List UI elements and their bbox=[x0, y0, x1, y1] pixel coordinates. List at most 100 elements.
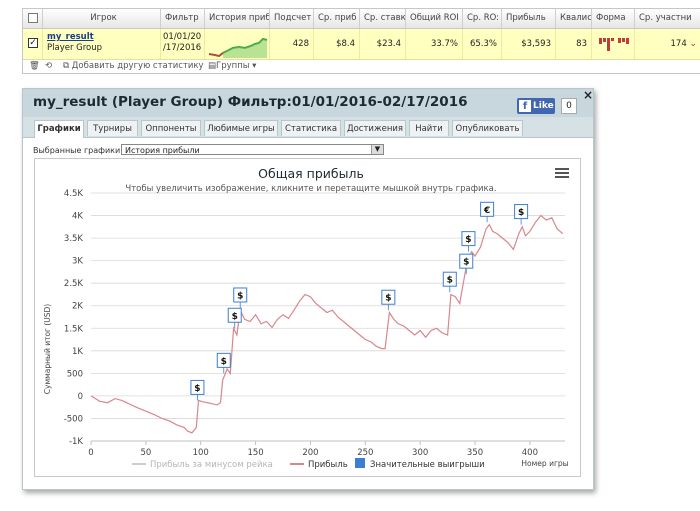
legend-item-profit[interactable]: Прибыль bbox=[290, 460, 348, 470]
y-tick-label: -500 bbox=[64, 414, 83, 424]
profit-value: $3,593 bbox=[502, 29, 556, 59]
refresh-icon[interactable]: ⟲ bbox=[45, 61, 53, 71]
svg-text:Прибыль: Прибыль bbox=[308, 460, 348, 470]
profit-chart[interactable]: -1K -500 0 500 1K 1.5K 2K 2.5K 3K 3.5K 4K 4.5K 0 50 1… bbox=[35, 159, 580, 476]
form-bars bbox=[599, 38, 629, 51]
chevron-down-icon[interactable]: ▼ bbox=[371, 145, 383, 154]
x-tick-label: 400 bbox=[522, 448, 538, 458]
x-tick-label: 100 bbox=[193, 448, 209, 458]
total-roi-value: 33.7% bbox=[406, 29, 463, 59]
avg-entrants-number: 174 bbox=[670, 39, 687, 49]
legend-item-big-wins[interactable]: Значительные выигрыши bbox=[355, 458, 485, 470]
svg-text:$: $ bbox=[447, 276, 453, 286]
facebook-like-button[interactable]: f Like bbox=[517, 98, 555, 114]
svg-text:Значительные выигрыши: Значительные выигрыши bbox=[370, 460, 485, 470]
big-win-marker[interactable]: $ bbox=[227, 307, 242, 329]
chart-select[interactable]: История прибыли ▼ bbox=[121, 144, 384, 155]
player-name-link[interactable]: my_result bbox=[47, 32, 94, 42]
facebook-icon: f bbox=[519, 100, 531, 112]
groups-label: Группы bbox=[216, 61, 250, 71]
select-all-checkbox[interactable] bbox=[28, 13, 38, 23]
tab-opponents[interactable]: Оппоненты bbox=[141, 120, 201, 136]
tab-bar: Графики Турниры Оппоненты Любимые игры С… bbox=[23, 117, 593, 138]
svg-text:$: $ bbox=[385, 294, 391, 304]
y-tick-label: 0 bbox=[78, 392, 83, 402]
col-qualifications[interactable]: Квалис bbox=[556, 9, 592, 28]
chart-menu-icon[interactable] bbox=[555, 168, 569, 178]
select-all-header[interactable] bbox=[23, 9, 43, 28]
avg-roi-value: 65.3% bbox=[463, 29, 502, 59]
sparkline-area bbox=[223, 39, 267, 58]
x-tick-label: 250 bbox=[357, 448, 373, 458]
y-tick-label: 2K bbox=[72, 302, 83, 312]
tab-publish[interactable]: Опубликовать bbox=[452, 120, 523, 136]
groups-button[interactable]: ▤Группы ▾ bbox=[208, 61, 257, 71]
big-win-markers: $ $ $ $ $ $ $ $ € $ bbox=[190, 201, 529, 401]
sparkline-loss-line bbox=[208, 52, 224, 57]
big-win-marker[interactable]: $ bbox=[216, 352, 231, 374]
filter-date-end: /17/2016 bbox=[163, 43, 202, 53]
y-tick-label: 4.5K bbox=[64, 189, 84, 199]
svg-text:$: $ bbox=[463, 258, 469, 268]
filter-cell: 01/01/20 /17/2016 bbox=[161, 29, 205, 59]
y-axis-ticks: -1K -500 0 500 1K 1.5K 2K 2.5K 3K 3.5K 4K 4.5K bbox=[64, 189, 84, 447]
big-win-marker[interactable]: $ bbox=[461, 231, 476, 252]
col-profit[interactable]: Прибыль bbox=[502, 9, 556, 28]
window-title: my_result (Player Group) Фильтр:01/01/20… bbox=[33, 94, 468, 110]
col-avg-stake[interactable]: Ср. ставк bbox=[360, 9, 406, 28]
tab-find[interactable]: Найти bbox=[409, 120, 449, 136]
col-total-roi[interactable]: Общий ROI bbox=[406, 9, 463, 28]
col-avg-profit[interactable]: Ср. приб bbox=[314, 9, 360, 28]
chart-subtitle: Чтобы увеличить изображение, кликните и … bbox=[125, 184, 496, 194]
x-tick-label: 150 bbox=[247, 448, 263, 458]
big-win-marker[interactable]: € bbox=[480, 201, 495, 223]
y-tick-label: 1.5K bbox=[64, 324, 84, 334]
tab-charts[interactable]: Графики bbox=[34, 120, 84, 138]
big-win-marker[interactable]: $ bbox=[459, 253, 474, 275]
tab-statistics[interactable]: Статистика bbox=[281, 120, 341, 136]
tab-tournaments[interactable]: Турниры bbox=[87, 120, 138, 136]
player-group: Player Group bbox=[47, 43, 103, 53]
svg-text:$: $ bbox=[237, 291, 243, 301]
big-win-marker[interactable]: $ bbox=[233, 287, 248, 308]
trash-icon[interactable]: 🗑 bbox=[29, 61, 40, 71]
row-checkbox-cell[interactable]: ✓ bbox=[23, 29, 43, 59]
tab-achievements[interactable]: Достижения bbox=[344, 120, 406, 136]
svg-text:$: $ bbox=[465, 235, 471, 245]
player-cell: my_result Player Group bbox=[43, 29, 161, 59]
y-tick-label: 3K bbox=[72, 257, 83, 267]
add-stat-button[interactable]: ⧉ Добавить другую статистику bbox=[63, 61, 204, 71]
col-avg-entrants[interactable]: Ср. участни bbox=[639, 13, 692, 23]
avg-profit-value: $8.4 bbox=[314, 29, 360, 59]
close-icon[interactable]: × bbox=[583, 88, 594, 102]
table-row[interactable]: ✓ my_result Player Group 01/01/20 /17/20… bbox=[23, 29, 700, 60]
big-win-marker[interactable]: $ bbox=[190, 379, 205, 401]
legend-item-net-profit[interactable]: Прибыль за минусом рейка bbox=[132, 460, 273, 470]
col-player[interactable]: Игрок bbox=[43, 9, 161, 28]
stats-toolbar: 🗑 ⟲ ⧉ Добавить другую статистику ▤Группы… bbox=[23, 60, 700, 73]
chart-select-label: Выбранные графики: bbox=[33, 146, 123, 155]
y-tick-label: 4K bbox=[72, 212, 83, 222]
count-value: 428 bbox=[270, 29, 314, 59]
big-win-marker[interactable]: $ bbox=[381, 289, 396, 311]
svg-text:€: € bbox=[483, 206, 490, 216]
row-checkbox[interactable]: ✓ bbox=[28, 38, 38, 48]
col-filter[interactable]: Фильтр bbox=[161, 9, 205, 28]
profit-history-sparkline bbox=[205, 29, 270, 59]
profit-chart-container: -1K -500 0 500 1K 1.5K 2K 2.5K 3K 3.5K 4K 4.5K 0 50 1… bbox=[34, 158, 581, 477]
col-profit-history[interactable]: История прибы bbox=[205, 9, 270, 28]
x-tick-label: 0 bbox=[88, 448, 93, 458]
chart-select-value: История прибыли bbox=[125, 146, 200, 155]
tab-favorite-games[interactable]: Любимые игры bbox=[204, 120, 278, 136]
col-count[interactable]: Подсчет bbox=[270, 9, 314, 28]
chart-legend: Прибыль за минусом рейка Прибыль Значите… bbox=[132, 458, 485, 470]
window-title-bar[interactable]: my_result (Player Group) Фильтр:01/01/20… bbox=[23, 88, 594, 117]
series-line-profit[interactable] bbox=[90, 214, 564, 434]
col-form[interactable]: Форма bbox=[592, 9, 635, 28]
filter-date-start: 01/01/20 bbox=[163, 32, 202, 42]
y-tick-label: -1K bbox=[69, 437, 83, 447]
col-avg-roi[interactable]: Ср. RO: bbox=[463, 9, 502, 28]
big-win-marker[interactable]: $ bbox=[514, 204, 529, 225]
big-win-marker[interactable]: $ bbox=[442, 271, 457, 293]
chart-title: Общая прибыль bbox=[258, 166, 364, 181]
